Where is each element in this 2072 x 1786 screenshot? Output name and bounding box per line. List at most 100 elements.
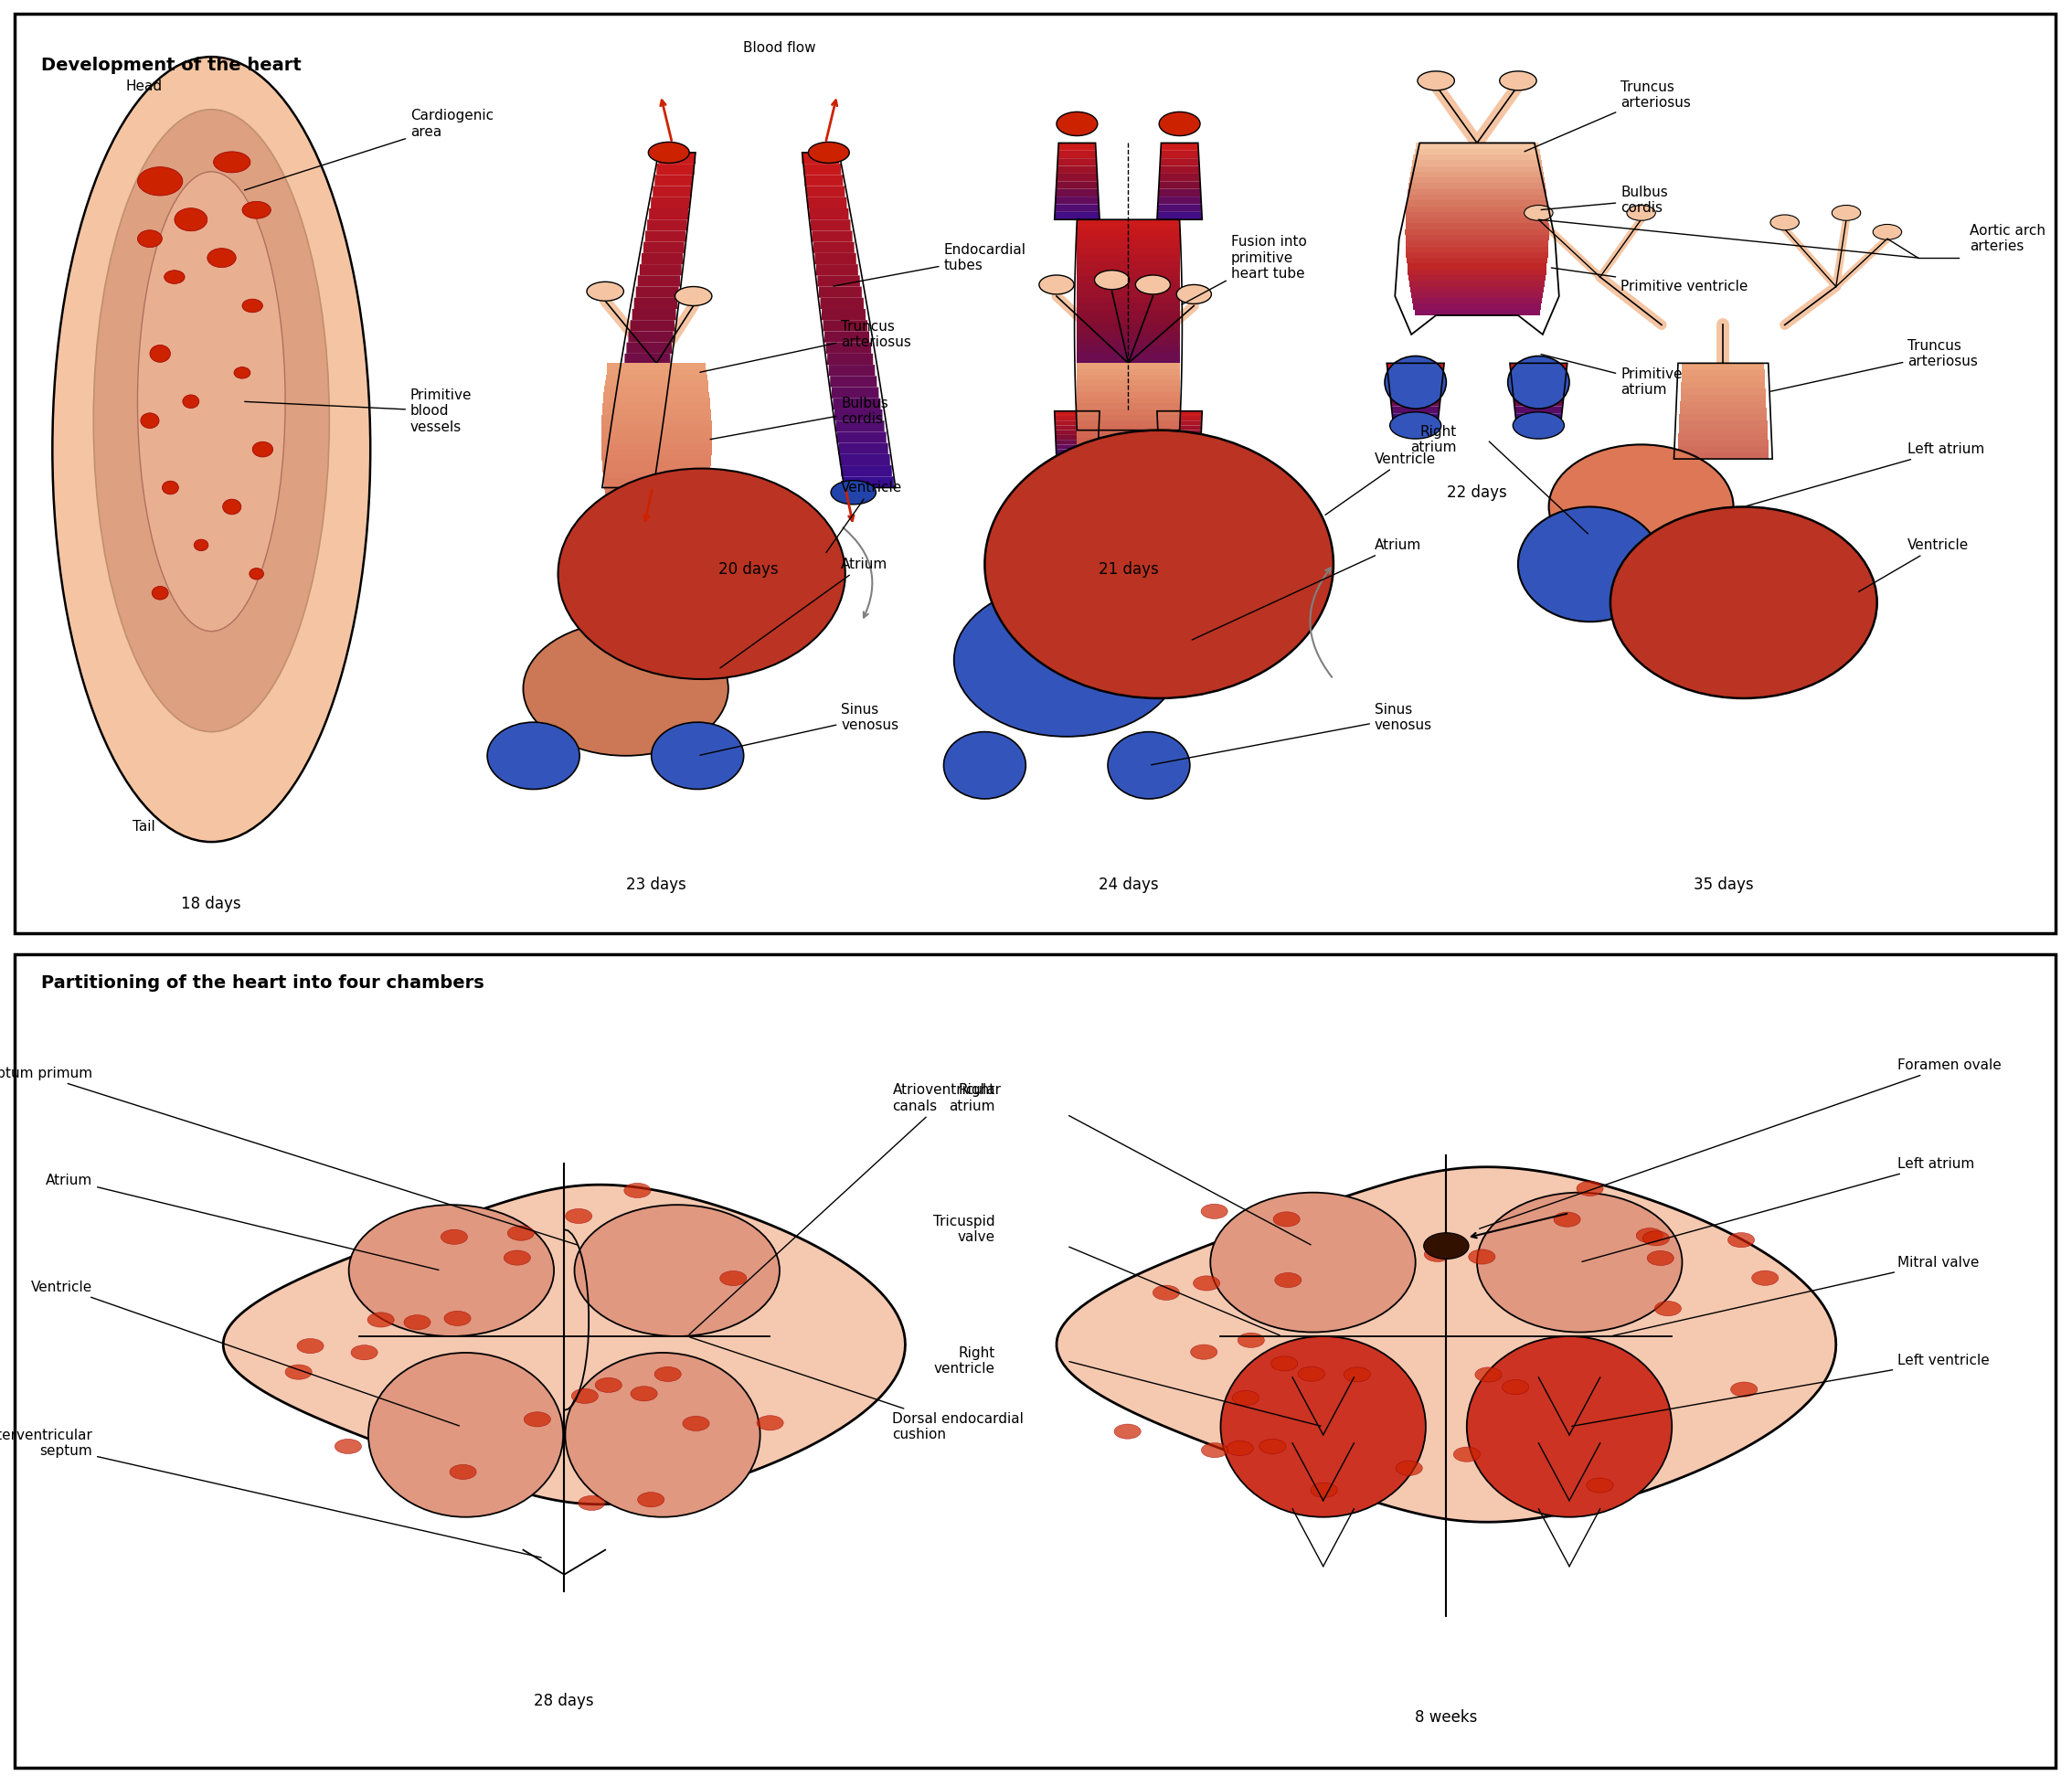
Polygon shape	[1407, 252, 1548, 257]
Polygon shape	[1413, 298, 1542, 304]
Polygon shape	[1057, 189, 1098, 196]
Ellipse shape	[137, 230, 162, 246]
Polygon shape	[1413, 161, 1542, 166]
Polygon shape	[603, 398, 711, 404]
Text: Truncus
arteriosus: Truncus arteriosus	[700, 320, 912, 371]
Polygon shape	[605, 484, 709, 489]
Ellipse shape	[624, 1182, 651, 1198]
Ellipse shape	[1647, 1250, 1674, 1266]
Ellipse shape	[1270, 1356, 1297, 1372]
Polygon shape	[1388, 377, 1442, 384]
Polygon shape	[843, 477, 893, 488]
Polygon shape	[825, 330, 870, 343]
Polygon shape	[1388, 384, 1442, 391]
Ellipse shape	[524, 1413, 551, 1427]
Text: Ventricle: Ventricle	[827, 480, 903, 552]
Polygon shape	[1392, 405, 1440, 413]
Polygon shape	[1680, 402, 1765, 407]
Polygon shape	[1407, 264, 1548, 270]
Polygon shape	[804, 175, 843, 186]
Polygon shape	[1158, 196, 1202, 204]
Text: Septum primum: Septum primum	[0, 1066, 578, 1245]
Polygon shape	[1077, 404, 1179, 409]
Ellipse shape	[649, 143, 690, 163]
Polygon shape	[1055, 416, 1100, 421]
Ellipse shape	[1390, 413, 1442, 439]
Text: Sinus
venosus: Sinus venosus	[700, 702, 899, 755]
Text: Blood flow: Blood flow	[744, 41, 816, 55]
Text: Atrioventricular
canals: Atrioventricular canals	[690, 1084, 1001, 1334]
Ellipse shape	[443, 1311, 470, 1325]
Polygon shape	[601, 443, 713, 450]
Polygon shape	[1057, 150, 1096, 159]
Text: Foramen ovale: Foramen ovale	[1479, 1059, 2002, 1229]
Text: Primitive ventricle: Primitive ventricle	[1552, 268, 1749, 293]
Polygon shape	[1077, 398, 1179, 404]
Ellipse shape	[1577, 1181, 1604, 1197]
Text: Atrium: Atrium	[721, 557, 889, 668]
Polygon shape	[622, 364, 669, 375]
Polygon shape	[642, 241, 684, 254]
Polygon shape	[1077, 220, 1179, 227]
Text: Cardiogenic
area: Cardiogenic area	[244, 109, 493, 189]
Polygon shape	[1392, 413, 1438, 421]
Ellipse shape	[1728, 1232, 1755, 1247]
Polygon shape	[1158, 454, 1200, 459]
Polygon shape	[829, 364, 874, 375]
Ellipse shape	[578, 1495, 605, 1511]
Polygon shape	[1077, 304, 1179, 311]
Polygon shape	[1077, 339, 1179, 346]
Ellipse shape	[1730, 1382, 1757, 1397]
Polygon shape	[1510, 363, 1566, 370]
Ellipse shape	[1233, 1391, 1260, 1406]
Ellipse shape	[369, 1352, 564, 1516]
Ellipse shape	[1272, 1213, 1299, 1227]
Polygon shape	[1515, 405, 1562, 413]
Polygon shape	[1077, 391, 1179, 398]
Polygon shape	[821, 309, 866, 320]
Polygon shape	[644, 230, 686, 241]
Polygon shape	[1077, 380, 1179, 388]
Polygon shape	[649, 209, 688, 220]
Polygon shape	[1682, 375, 1765, 382]
Polygon shape	[607, 502, 707, 507]
Polygon shape	[638, 275, 680, 286]
Polygon shape	[601, 421, 711, 427]
Text: Right
atrium: Right atrium	[949, 1084, 995, 1113]
Polygon shape	[1077, 325, 1179, 332]
Text: 18 days: 18 days	[182, 897, 240, 913]
Polygon shape	[1055, 421, 1098, 425]
Text: Ventricle: Ventricle	[1326, 452, 1436, 514]
Polygon shape	[1077, 311, 1179, 318]
Polygon shape	[1055, 213, 1100, 220]
Ellipse shape	[953, 584, 1179, 736]
Polygon shape	[1405, 218, 1548, 223]
Text: Atrium: Atrium	[46, 1173, 439, 1270]
Polygon shape	[1413, 304, 1542, 309]
Polygon shape	[1513, 384, 1564, 391]
Polygon shape	[1077, 255, 1179, 263]
Ellipse shape	[622, 480, 667, 504]
Polygon shape	[628, 330, 673, 343]
Polygon shape	[1515, 413, 1562, 421]
Text: Mitral valve: Mitral valve	[1612, 1256, 1979, 1336]
Polygon shape	[1077, 361, 1179, 366]
Ellipse shape	[1135, 275, 1171, 295]
Polygon shape	[837, 432, 887, 443]
Polygon shape	[1158, 416, 1202, 421]
Polygon shape	[1158, 421, 1202, 425]
Polygon shape	[827, 343, 872, 354]
Polygon shape	[1409, 280, 1544, 286]
Polygon shape	[1057, 180, 1098, 189]
Polygon shape	[1077, 466, 1179, 472]
Polygon shape	[1682, 363, 1763, 370]
Polygon shape	[646, 220, 688, 230]
Polygon shape	[603, 404, 711, 409]
Polygon shape	[804, 164, 841, 175]
Polygon shape	[657, 164, 694, 175]
Text: Interventricular
septum: Interventricular septum	[0, 1429, 541, 1557]
Polygon shape	[626, 343, 671, 354]
Text: Endocardial
tubes: Endocardial tubes	[833, 243, 1026, 286]
Polygon shape	[1158, 439, 1202, 445]
Polygon shape	[1077, 402, 1179, 409]
